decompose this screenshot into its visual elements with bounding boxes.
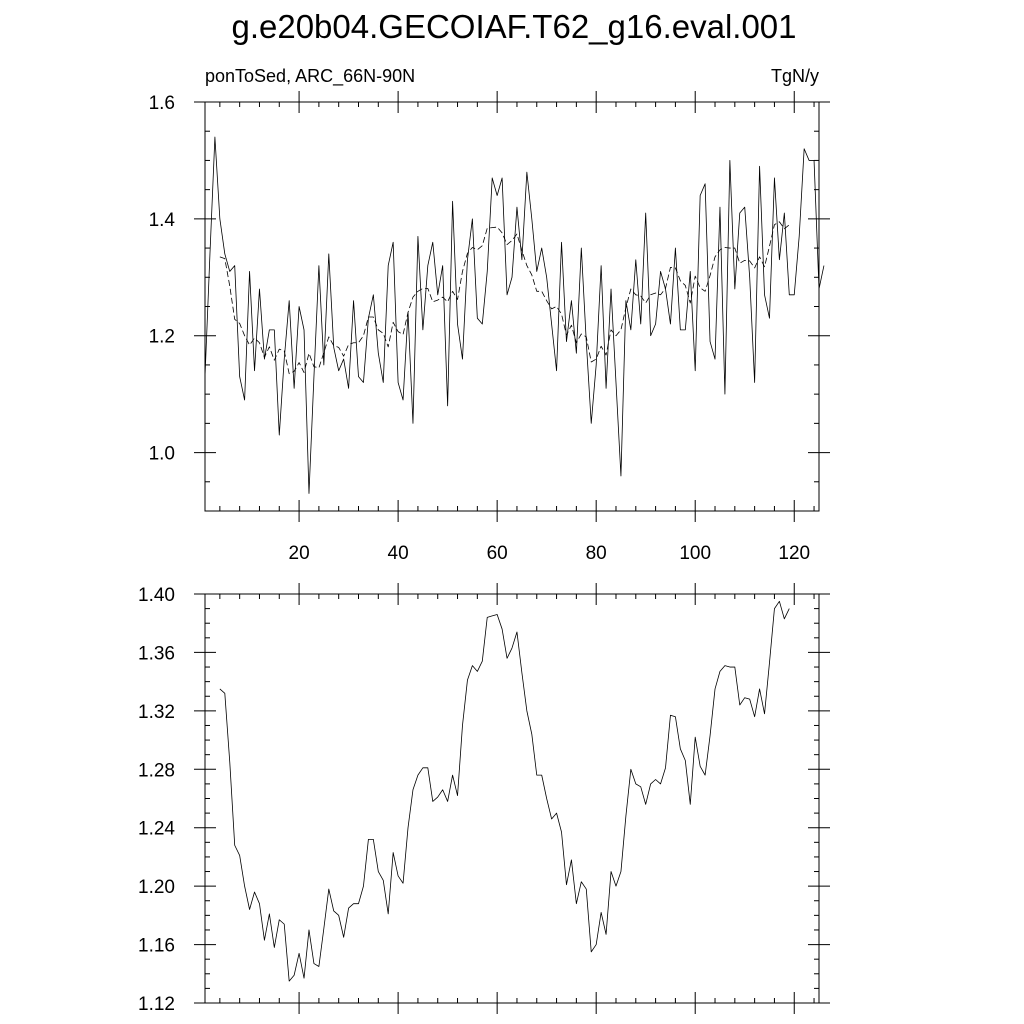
x-tick-label: 120: [778, 543, 810, 564]
y-tick-label: 1.36: [138, 643, 175, 664]
running-mean-line: [219, 221, 790, 375]
x-tick-label: 40: [388, 543, 409, 564]
plot-frame: [204, 593, 820, 1004]
series-line: [204, 136, 825, 494]
bottom-panel: 1.12 1.16 1.20 1.24 1.28 1.32 1.36 1.40: [138, 583, 830, 1015]
y-tick-label: 1.2: [149, 327, 175, 348]
x-tick-label: 60: [487, 543, 508, 564]
x-tick-label: 100: [679, 543, 711, 564]
y-tick-label: 1.12: [138, 994, 175, 1015]
x-tick-label: 20: [289, 543, 310, 564]
y-tick-label: 1.4: [149, 210, 176, 231]
y-tick-label: 1.6: [149, 93, 175, 114]
top-panel: 20 40 60 80 100 120 1.0 1.2 1.4 1.6 ponToSed, ARC_…: [149, 66, 830, 564]
series-line: [219, 600, 790, 982]
y-tick-label: 1.20: [138, 877, 175, 898]
y-tick-label: 1.24: [138, 819, 175, 840]
main-title: g.e20b04.GECOIAF.T62_g16.eval.001: [231, 8, 796, 45]
units-label: TgN/y: [771, 66, 819, 86]
y-tick-label: 1.16: [138, 936, 175, 957]
variable-label: ponToSed, ARC_66N-90N: [205, 66, 415, 87]
y-tick-label: 1.32: [138, 702, 175, 723]
y-tick-label: 1.40: [138, 585, 175, 606]
y-tick-label: 1.0: [149, 444, 175, 465]
y-tick-label: 1.28: [138, 760, 175, 781]
x-tick-label: 80: [586, 543, 607, 564]
